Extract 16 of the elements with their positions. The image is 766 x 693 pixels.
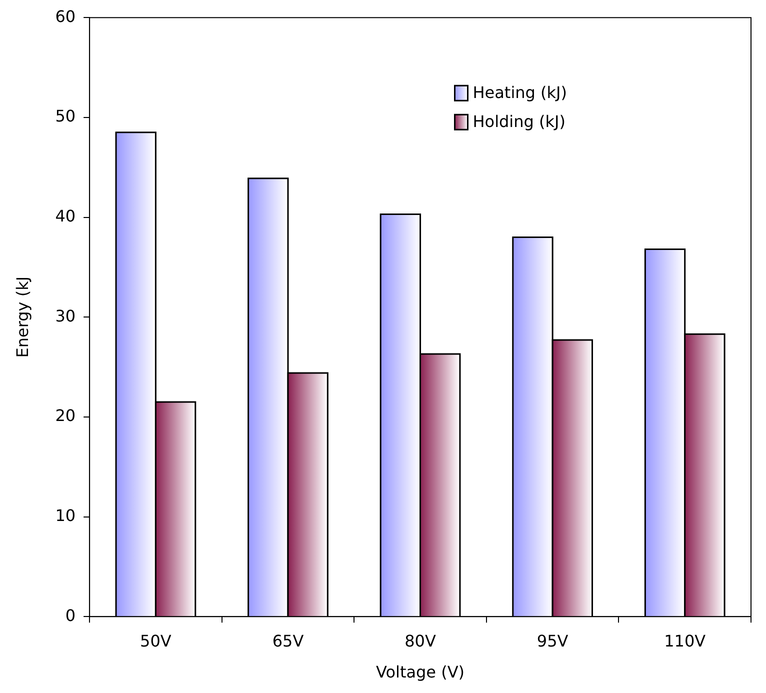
y-tick-label: 20: [55, 406, 76, 426]
y-tick-label: 40: [55, 206, 76, 226]
legend-label: Heating (kJ): [472, 82, 567, 102]
x-tick-label: 65V: [272, 631, 304, 650]
x-tick-label: 110V: [664, 631, 706, 650]
y-tick-label: 30: [55, 306, 76, 326]
x-tick-label: 80V: [404, 631, 436, 650]
x-tick-label: 50V: [140, 631, 172, 650]
x-tick-label: 95V: [536, 631, 568, 650]
legend-label: Holding (kJ): [472, 112, 566, 131]
y-axis-title: Energy (kJ: [12, 276, 32, 358]
y-tick-label: 10: [55, 506, 76, 525]
x-axis-title: Voltage (V): [376, 662, 465, 682]
y-tick-label: 60: [55, 6, 76, 26]
y-tick-label: 50: [55, 106, 76, 126]
y-tick-label: 0: [65, 606, 76, 625]
